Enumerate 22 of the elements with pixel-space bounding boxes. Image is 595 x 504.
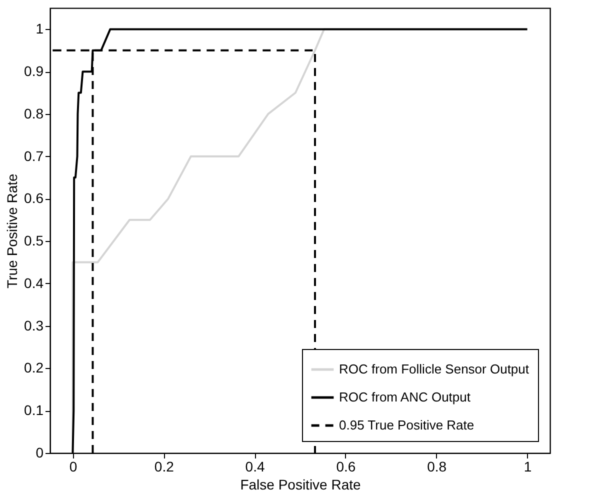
x-tick-label: 0.6 — [336, 458, 356, 474]
y-tick-label: 0.2 — [24, 360, 44, 376]
x-tick-label: 0.8 — [427, 458, 447, 474]
y-tick-label: 0.4 — [24, 274, 44, 291]
legend-label: 0.95 True Positive Rate — [339, 418, 474, 432]
y-tick-label: 0.3 — [24, 317, 44, 334]
y-tick-label: 0.6 — [24, 190, 44, 206]
y-tick-label: 1 — [36, 20, 44, 37]
x-tick-label: 0.2 — [154, 458, 174, 474]
legend-label: ROC from Follicle Sensor Output — [339, 362, 530, 376]
x-tick-label: 1 — [524, 458, 532, 474]
y-tick-label: 0.5 — [24, 232, 44, 249]
y-tick-label: 0.8 — [24, 105, 44, 122]
y-tick-label: 0.1 — [24, 402, 44, 418]
x-axis-title: False Positive Rate — [240, 476, 362, 492]
y-tick-label: 0.9 — [24, 63, 44, 80]
y-axis-title: True Positive Rate — [4, 173, 20, 288]
y-tick-label: 0.7 — [24, 148, 44, 164]
x-tick-label: 0 — [69, 458, 78, 474]
y-tick-label: 0 — [36, 444, 44, 460]
x-tick-label: 0.4 — [245, 458, 265, 474]
legend-label: ROC from ANC Output — [339, 390, 471, 404]
